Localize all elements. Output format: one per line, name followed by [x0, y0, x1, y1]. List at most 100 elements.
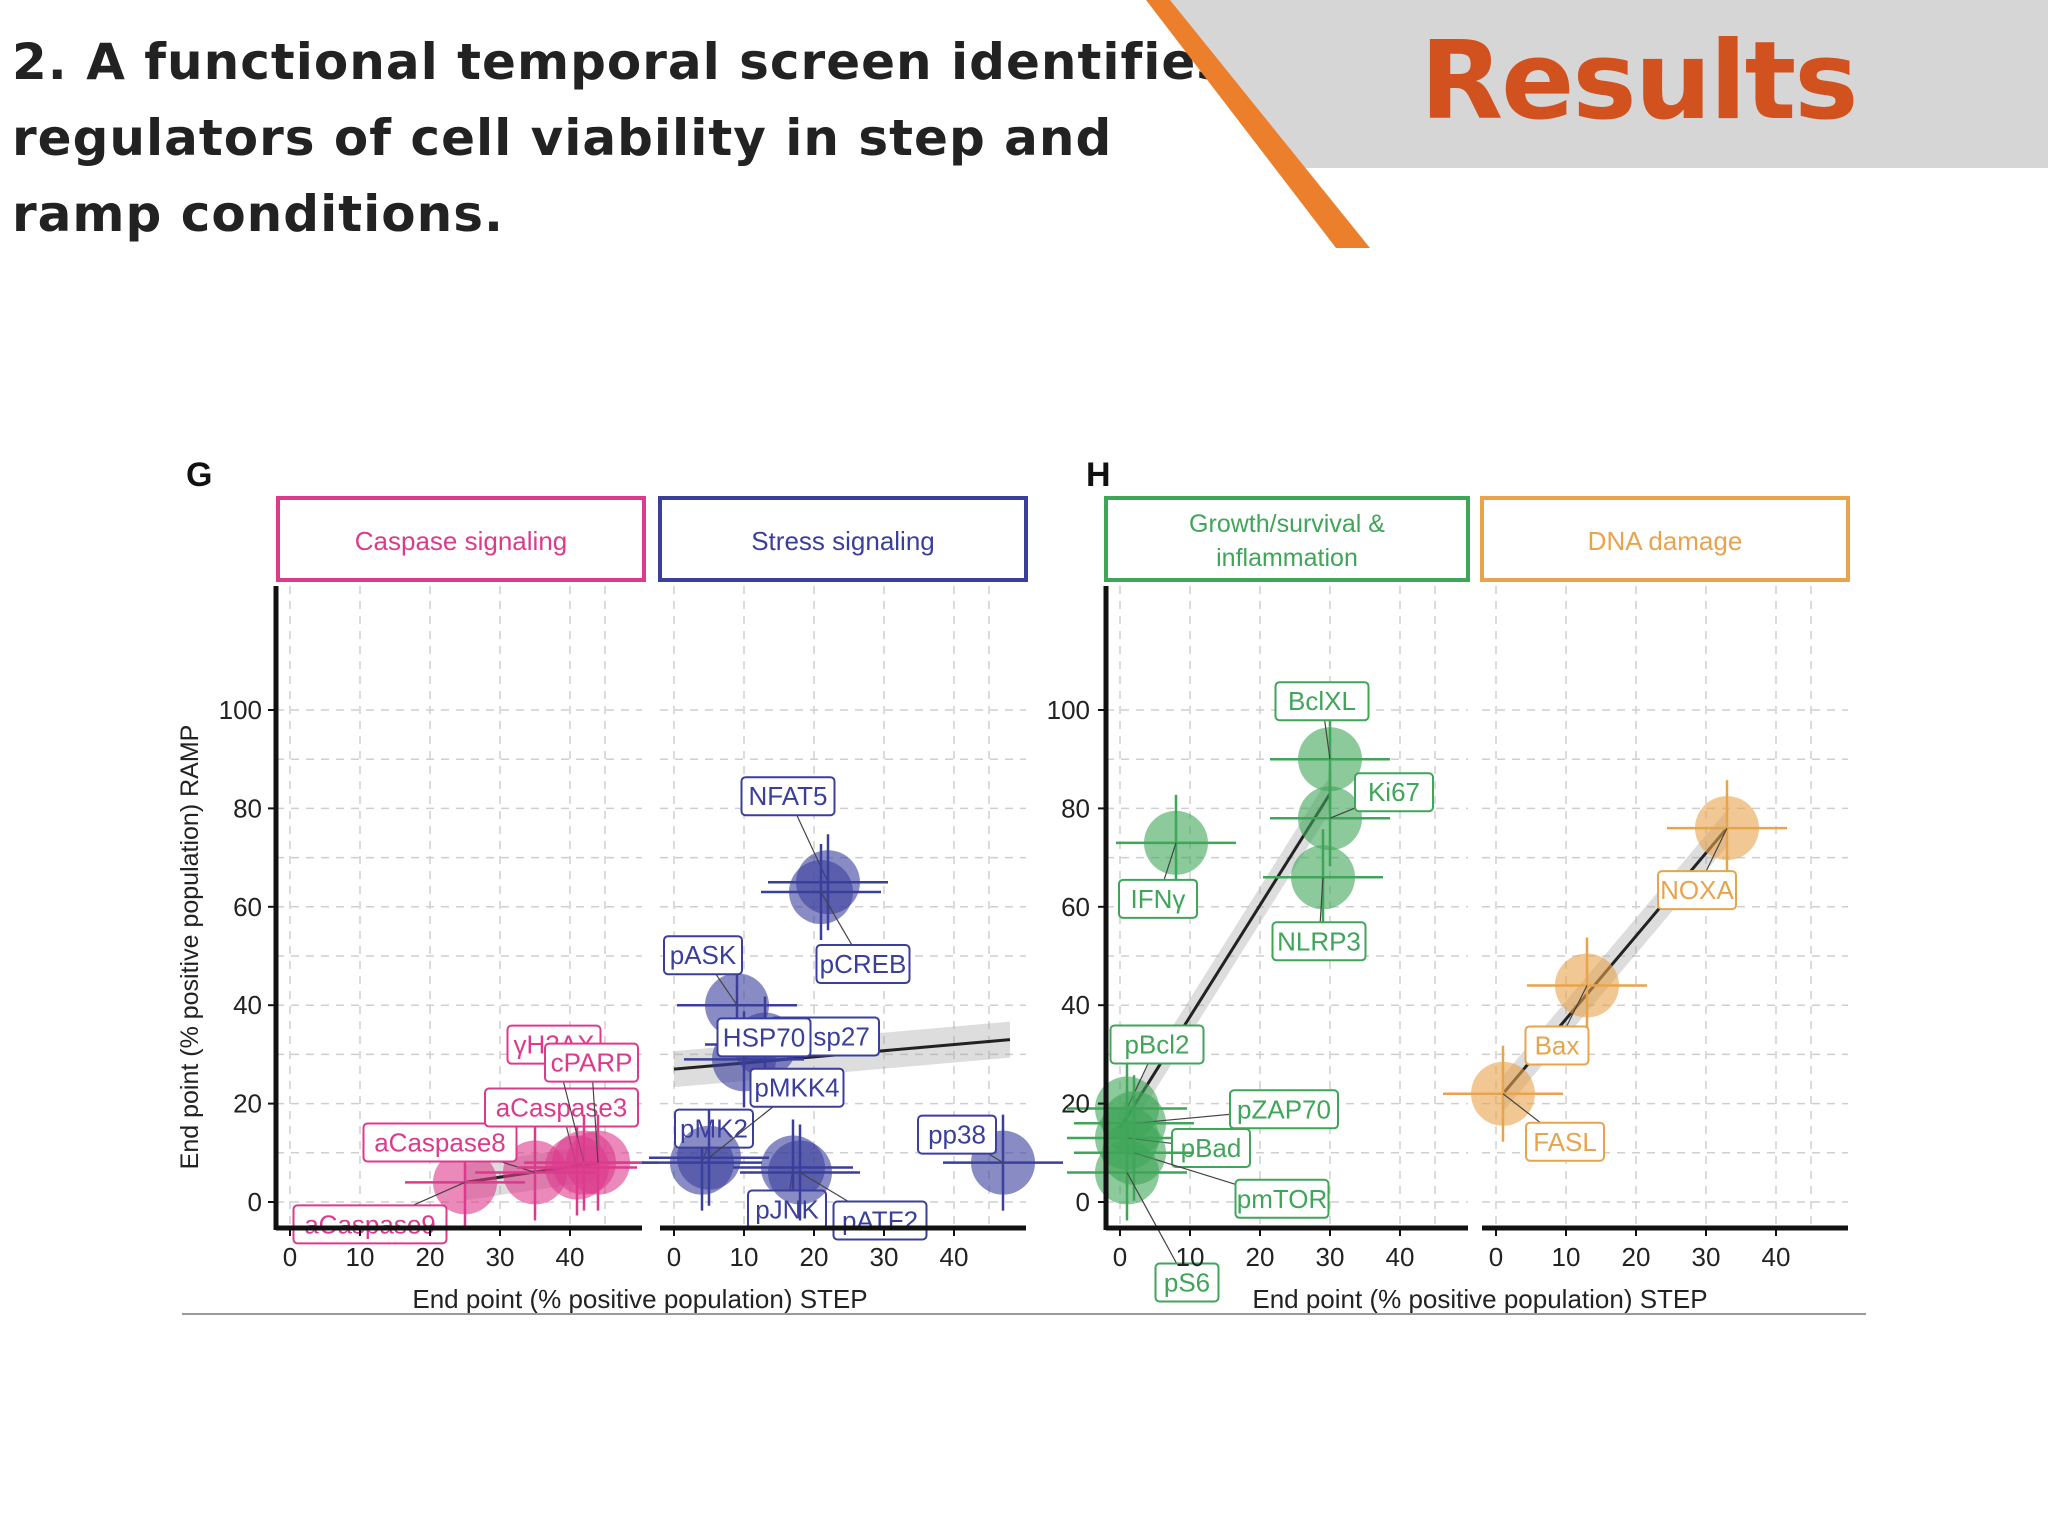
point-label: aCaspase3: [496, 1093, 628, 1123]
y-tick-label: 60: [233, 892, 262, 922]
label-box: [484, 1087, 639, 1128]
facet-strip: [658, 496, 1028, 582]
y-tick-label: 20: [233, 1089, 262, 1119]
y-axis-label: End point (% positive population) RAMP: [176, 725, 204, 1170]
data-point-pmkk4: pMKK4: [649, 1067, 845, 1206]
label-box: [917, 1114, 997, 1155]
facet-title: Stress signaling: [751, 526, 935, 556]
x-tick-label: 10: [346, 1242, 375, 1272]
y-tick-label: 60: [1061, 892, 1090, 922]
y-tick-label: 0: [1076, 1187, 1090, 1217]
panel-label: G: [186, 456, 212, 494]
point-label: cPARP: [551, 1048, 633, 1078]
facet-title: Caspase signaling: [355, 526, 567, 556]
x-tick-label: 30: [1692, 1242, 1721, 1272]
label-box: [740, 776, 836, 817]
data-point-bclxl: BclXL: [1270, 681, 1390, 808]
point-label: NLRP3: [1277, 926, 1361, 956]
trend-line: [1118, 792, 1332, 1129]
x-tick-label: 40: [1386, 1242, 1415, 1272]
facet-title: DNA damage: [1588, 526, 1743, 556]
point-label: Bax: [1535, 1031, 1580, 1061]
x-tick-label: 20: [1622, 1242, 1651, 1272]
y-tick-label: 80: [1061, 793, 1090, 823]
data-point-cparp: cPARP: [538, 1042, 658, 1211]
facet-title-line-1: Growth/survival &: [1189, 510, 1385, 538]
y-tick-label: 100: [219, 695, 262, 725]
facet-title-line-2: inflammation: [1216, 544, 1358, 572]
y-tick-label: 20: [1061, 1089, 1090, 1119]
x-tick-label: 0: [1113, 1242, 1127, 1272]
label-box: [1271, 921, 1367, 962]
label-box: [1171, 1128, 1251, 1169]
label-box: [1657, 870, 1737, 911]
x-tick-label: 20: [416, 1242, 445, 1272]
point-label: pASK: [670, 940, 737, 970]
point-label: aCaspase8: [374, 1127, 506, 1157]
x-tick-label: 40: [1762, 1242, 1791, 1272]
header-banner: [1146, 0, 2048, 248]
point-label: pCREB: [820, 949, 907, 979]
data-point-noxa: NOXA: [1657, 780, 1787, 911]
y-tick-label: 40: [233, 990, 262, 1020]
data-point-bax: Bax: [1524, 937, 1647, 1066]
x-tick-label: 10: [1176, 1242, 1205, 1272]
facet-caspase-signaling: Caspase signaling aCaspase9 aCaspase8 aCasp…: [276, 496, 658, 1272]
label-box: [1525, 1121, 1605, 1162]
x-tick-label: 30: [870, 1242, 899, 1272]
label-box: [1234, 1178, 1330, 1219]
x-axis-label: End point (% positive population) STEP: [412, 1284, 867, 1314]
point-label: pMKK4: [754, 1073, 839, 1103]
x-tick-label: 40: [556, 1242, 585, 1272]
point-label: HSP70: [723, 1022, 805, 1052]
slide-title: 2. A functional temporal screen identifi…: [12, 33, 1228, 243]
point-label: pBcl2: [1124, 1030, 1189, 1060]
label-box: [1524, 1025, 1590, 1066]
point-label: BclXL: [1288, 686, 1356, 716]
data-point-ifn: IFNγ: [1116, 794, 1236, 919]
label-box: [815, 944, 911, 985]
x-tick-label: 0: [667, 1242, 681, 1272]
point-label: pmTOR: [1237, 1184, 1328, 1214]
label-box: [1354, 772, 1434, 813]
panel-label: H: [1086, 456, 1111, 494]
data-point-pp38: pp38: [917, 1114, 1063, 1211]
x-tick-label: 20: [800, 1242, 829, 1272]
point-label: pZAP70: [1237, 1094, 1331, 1124]
label-box: [749, 1067, 845, 1108]
label-box: [1154, 1262, 1220, 1303]
x-axis-label: End point (% positive population) STEP: [1252, 1284, 1707, 1314]
y-tick-label: 80: [233, 793, 262, 823]
label-box: [716, 1017, 812, 1058]
x-tick-label: 10: [1552, 1242, 1581, 1272]
data-point-ki67: Ki67: [1270, 770, 1434, 867]
point-label: pp38: [928, 1120, 986, 1150]
label-box: [1274, 681, 1370, 722]
facet-strip: [1480, 496, 1850, 582]
point-label: NFAT5: [749, 781, 828, 811]
banner-gray-band: [1162, 0, 2048, 168]
label-box: [292, 1204, 448, 1245]
point-label: NOXA: [1660, 875, 1734, 905]
facet-growth-survival-inflammation: Growth/survival & inflammation BclXL Ki67 IF…: [1067, 496, 1470, 1303]
x-tick-label: 0: [1489, 1242, 1503, 1272]
y-tick-label: 100: [1047, 695, 1090, 725]
facet-stress-signaling: Stress signalingNFAT5pCREBpASKpHsp27HSP7…: [642, 496, 1063, 1272]
data-point-acaspase9: aCaspase9: [292, 1134, 525, 1245]
label-box: [1109, 1024, 1205, 1065]
point-label: pATF2: [842, 1205, 918, 1235]
y-tick-label: 0: [248, 1187, 262, 1217]
label-box: [1229, 1089, 1339, 1130]
y-tick-label: 40: [1061, 990, 1090, 1020]
facet-strip: [276, 496, 646, 582]
point-label: Ki67: [1368, 777, 1420, 807]
data-point-pcreb: pCREB: [761, 844, 911, 985]
data-point-hsp70: HSP70: [684, 1011, 812, 1108]
data-point-ps6: pS6: [1067, 1124, 1220, 1303]
facet-dna-damage: DNA damage NOXA Bax FASL 0 10 20 30 40: [1443, 496, 1850, 1272]
x-tick-label: 10: [730, 1242, 759, 1272]
x-tick-label: 40: [940, 1242, 969, 1272]
point-label: FASL: [1533, 1127, 1597, 1157]
label-box: [362, 1122, 518, 1163]
